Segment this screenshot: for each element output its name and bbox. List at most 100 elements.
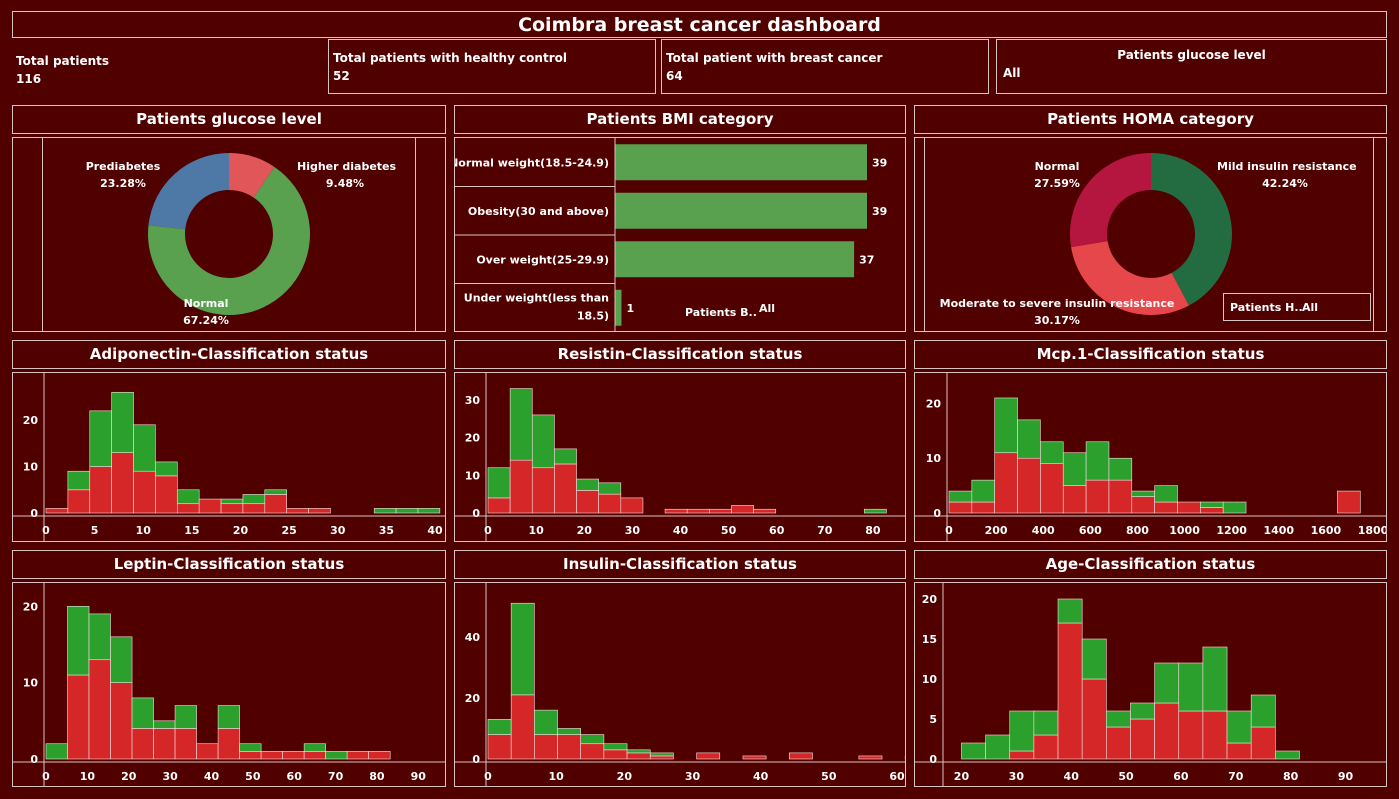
resistin-bar-cancer — [731, 505, 754, 514]
insulin-bar-healthy — [626, 749, 651, 754]
mcp-bar-cancer — [1200, 507, 1224, 514]
adiponectin-bar-healthy — [264, 489, 287, 495]
resistin-bar-healthy — [509, 388, 533, 461]
age-bar-healthy — [985, 734, 1011, 760]
mcp-bar-cancer — [1177, 501, 1201, 514]
glucose-filter[interactable]: Patients glucose level All — [996, 39, 1387, 94]
glucose-label-higher-diabetes: Higher diabetes 9.48% — [297, 160, 397, 190]
bmi-bar — [615, 289, 622, 326]
kpi-cancer-value: 64 — [666, 69, 683, 83]
mcp-bar-cancer — [971, 501, 995, 514]
adiponectin-bar-healthy — [220, 498, 244, 505]
adiponectin-bar-healthy — [242, 494, 266, 505]
leptin-x-tick-label: 80 — [369, 770, 385, 783]
mcp-y-tick-label: 0 — [933, 507, 941, 520]
resistin-y-tick-label: 30 — [465, 394, 481, 407]
insulin-bar-cancer — [603, 749, 628, 760]
insulin-bar-cancer — [649, 755, 674, 760]
leptin-chart-panel: 0 10 20 0 10 20 30 40 50 60 70 80 90 — [12, 582, 446, 787]
adiponectin-bar-cancer — [264, 494, 287, 514]
adiponectin-x-tick-label: 35 — [379, 524, 394, 537]
homa-filter-label: Patients H.. — [1230, 301, 1303, 314]
insulin-bar-cancer — [858, 755, 883, 760]
bmi-panel-title: Patients BMI category — [454, 105, 906, 134]
age-bar-cancer — [1081, 678, 1107, 760]
resistin-x-tick-label: 40 — [673, 524, 689, 537]
leptin-bar-cancer — [260, 751, 283, 760]
resistin-bar-cancer — [531, 467, 555, 514]
adiponectin-bar-healthy — [417, 508, 441, 514]
age-chart-panel: 0 5 10 15 20 20 30 40 50 60 70 80 90 — [914, 582, 1387, 787]
age-x-tick-label: 70 — [1228, 770, 1244, 783]
resistin-y-tick-label: 10 — [465, 469, 481, 482]
leptin-bar-healthy — [303, 743, 326, 752]
bmi-bar — [615, 144, 867, 181]
insulin-bar-healthy — [603, 743, 628, 751]
resistin-y-tick-label: 0 — [472, 507, 480, 520]
homa-slice-mild-insulin-resistance — [1151, 153, 1232, 306]
adiponectin-bar-cancer — [67, 489, 91, 514]
mcp-x-tick-label: 800 — [1126, 524, 1149, 537]
glucose-slice-higher-diabetes — [229, 153, 275, 198]
age-x-tick-label: 30 — [1009, 770, 1025, 783]
homa-filter-value[interactable]: All — [1302, 301, 1319, 314]
adiponectin-bar-cancer — [133, 470, 156, 514]
mcp-bar-healthy — [1062, 452, 1087, 486]
age-bar-cancer — [1106, 726, 1131, 760]
insulin-bar-healthy — [510, 602, 535, 696]
adiponectin-bar-healthy — [67, 470, 91, 491]
resistin-x-tick-label: 50 — [721, 524, 737, 537]
mcp-x-tick-label: 400 — [1032, 524, 1055, 537]
leptin-panel-title: Leptin-Classification status — [12, 550, 446, 579]
homa-chart-panel: Normal 27.59% Mild insulin resistance 42.2… — [914, 137, 1387, 332]
resistin-x-tick-label: 30 — [625, 524, 641, 537]
adiponectin-bar-healthy — [155, 461, 178, 477]
resistin-bar-healthy — [598, 482, 622, 495]
mcp-x-tick-label: 1800 — [1358, 524, 1386, 537]
leptin-x-tick-label: 20 — [121, 770, 137, 783]
mcp-bar-healthy — [1108, 457, 1133, 481]
age-bar-healthy — [1202, 646, 1228, 712]
homa-filter[interactable]: Patients H.. All — [1223, 293, 1371, 321]
age-bar-cancer — [1154, 702, 1180, 760]
adiponectin-x-tick-label: 25 — [281, 524, 296, 537]
bmi-filter-value[interactable]: All — [759, 302, 776, 315]
insulin-x-tick-label: 0 — [484, 770, 492, 783]
adiponectin-bar-healthy — [176, 489, 200, 505]
leptin-bar-healthy — [110, 636, 133, 683]
resistin-bar-cancer — [487, 497, 511, 514]
resistin-histogram: 0 10 20 30 0 10 20 30 40 50 60 70 80 — [455, 373, 905, 541]
mcp-chart-panel: 0 10 20 0 200 400 600 800 1000 1200 1400 1600 1800 — [914, 372, 1389, 542]
homa-donut-chart — [1070, 153, 1232, 315]
glucose-filter-title: Patients glucose level — [1117, 48, 1266, 62]
adiponectin-x-tick-label: 20 — [233, 524, 249, 537]
leptin-bar-cancer — [303, 751, 326, 760]
age-bar-cancer — [1202, 710, 1228, 760]
age-x-tick-label: 50 — [1118, 770, 1134, 783]
age-x-tick-label: 90 — [1338, 770, 1354, 783]
adiponectin-bar-cancer — [220, 503, 244, 514]
adiponectin-x-tick-label: 0 — [42, 524, 50, 537]
resistin-bar-healthy — [576, 478, 599, 491]
age-bar-cancer — [1057, 622, 1083, 760]
resistin-y-tick-label: 20 — [465, 432, 481, 445]
leptin-bar-cancer — [88, 659, 111, 760]
homa-panel-title: Patients HOMA category — [914, 105, 1387, 134]
adiponectin-bar-cancer — [45, 508, 69, 514]
resistin-bar-cancer — [753, 508, 777, 514]
age-bar-cancer — [1130, 718, 1155, 760]
bmi-value-label: 1 — [626, 302, 634, 315]
glucose-filter-value[interactable]: All — [1003, 66, 1021, 80]
leptin-bar-healthy — [239, 743, 262, 752]
adiponectin-bar-healthy — [111, 391, 134, 453]
homa-slice-moderate-to-severe-insulin-resistance — [1071, 241, 1189, 315]
adiponectin-x-tick-label: 40 — [427, 524, 443, 537]
glucose-label-prediabetes: Prediabetes 23.28% — [85, 160, 161, 190]
age-bar-healthy — [1130, 702, 1155, 720]
resistin-bar-cancer — [709, 508, 732, 514]
leptin-bar-cancer — [196, 743, 219, 760]
adiponectin-y-tick-label: 20 — [23, 414, 39, 427]
insulin-bar-healthy — [580, 734, 605, 745]
leptin-bar-cancer — [153, 728, 176, 760]
glucose-panel-title: Patients glucose level — [12, 105, 446, 134]
